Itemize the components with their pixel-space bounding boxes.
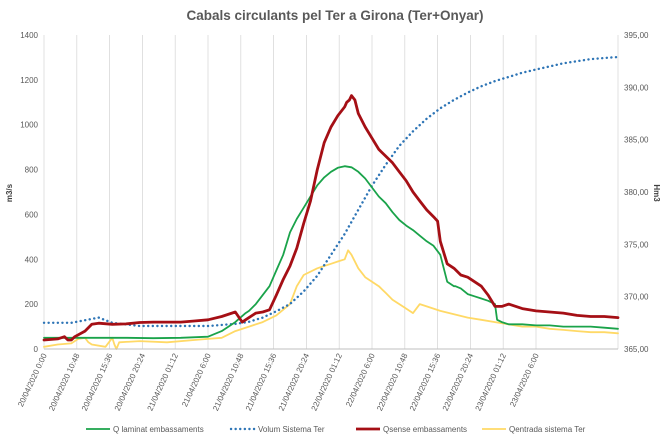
- vertical-gridlines: [43, 35, 619, 349]
- y2-tick-label-4: 385,00: [624, 136, 649, 145]
- series-line-2: [42, 94, 620, 342]
- legend: Q laminat embassaments Volum Sistema Ter Q…: [86, 425, 586, 434]
- y2-tick-label-1: 370,00: [624, 293, 649, 302]
- y-tick-label-7: 1400: [20, 31, 38, 40]
- series-line-1: [42, 55, 620, 328]
- legend-label-2: Qsense embassaments: [383, 425, 467, 434]
- legend-label-1: Volum Sistema Ter: [258, 425, 325, 434]
- y2-tick-label-2: 375,00: [624, 240, 649, 249]
- y2-tick-label-6: 395,00: [624, 31, 649, 40]
- series-line-3: [43, 249, 619, 350]
- y2-axis-label: Hm3: [652, 184, 661, 202]
- series-line-0: [43, 165, 619, 340]
- legend-label-0: Q laminat embassaments: [113, 425, 204, 434]
- y2-tick-label-0: 365,00: [624, 345, 649, 354]
- y-tick-label-3: 600: [25, 210, 39, 219]
- chart-title: Cabals circulants pel Ter a Girona (Ter+…: [187, 8, 484, 23]
- y2-tick-label-5: 390,00: [624, 83, 649, 92]
- plot-series: [42, 55, 620, 350]
- y2-tick-label-3: 380,00: [624, 188, 649, 197]
- y-tick-label-0: 0: [34, 345, 39, 354]
- legend-label-3: Qentrada sistema Ter: [509, 425, 586, 434]
- y-tick-label-2: 400: [25, 255, 39, 264]
- right-axis-ticks: 365,00 370,00 375,00 380,00 385,00 390,00 395,…: [624, 31, 649, 354]
- y-tick-label-6: 1200: [20, 76, 38, 85]
- y-tick-label-1: 200: [25, 300, 39, 309]
- y-axis-label: m3/s: [5, 183, 14, 202]
- y-tick-label-4: 800: [25, 166, 39, 175]
- y-tick-label-5: 1000: [20, 121, 38, 130]
- left-axis-ticks: 0 200 400 600 800 1000 1200 1400: [20, 31, 38, 354]
